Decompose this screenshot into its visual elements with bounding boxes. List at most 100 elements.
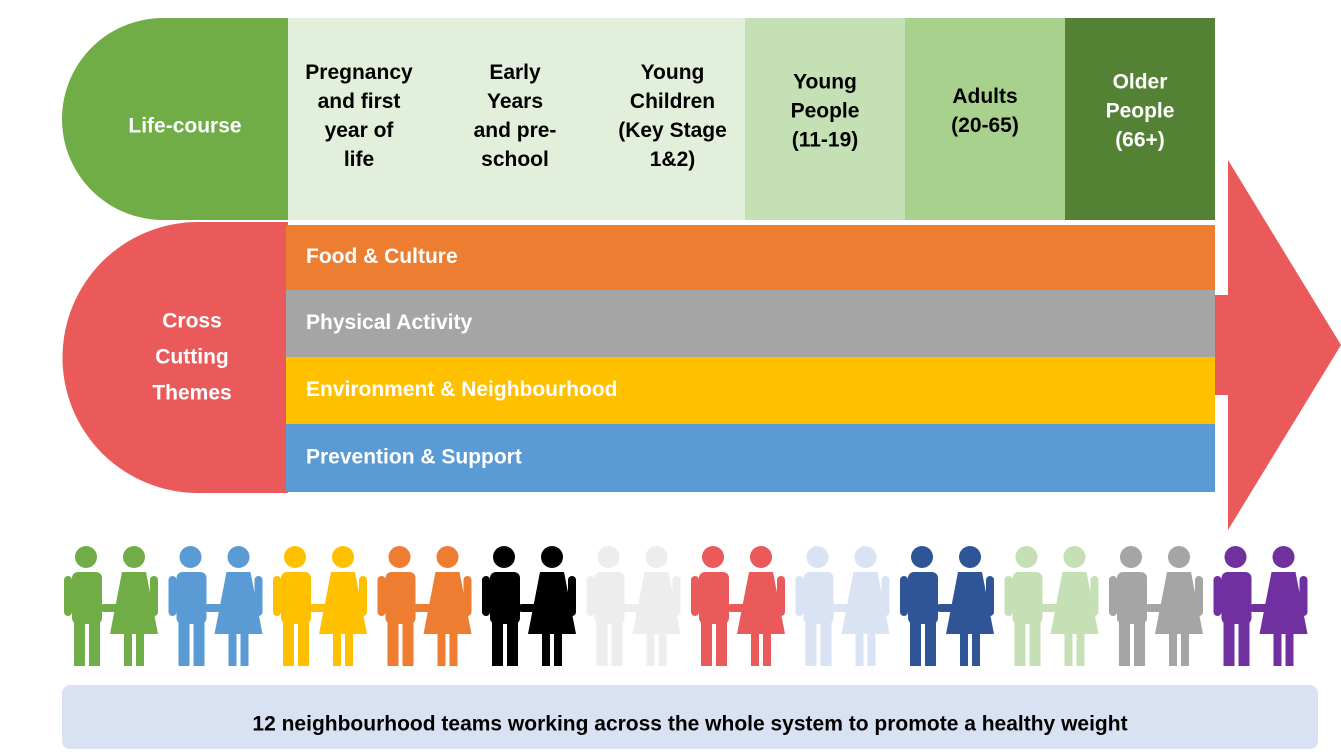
people-pair [586,546,681,666]
head [123,546,145,568]
people-pair [1109,546,1203,666]
body [176,572,207,624]
people-pair [1004,546,1099,666]
people-pair [273,546,367,666]
people-pair [795,546,890,666]
dress [737,572,785,634]
themes-label: Cross [162,310,222,333]
arm [1109,576,1117,616]
head [750,546,772,568]
leg [972,632,980,666]
themes-cap [62,222,288,493]
footer-box [62,685,1318,749]
head [179,546,202,568]
people-pair [64,546,158,666]
leg [805,616,817,666]
leg [658,632,667,666]
stage-cell [745,18,905,220]
arm [359,576,367,616]
people-pair [482,546,576,666]
arm [273,576,281,616]
leg [345,632,353,666]
arm [881,576,890,616]
head [388,546,411,568]
head [1168,546,1190,568]
leg [74,616,85,666]
head [436,546,459,568]
themes-label: Cutting [155,346,228,369]
footer-text: 12 neighbourhood teams working across th… [252,713,1127,736]
stage-label: (20-65) [951,114,1019,137]
body [281,572,311,624]
leg [228,632,237,666]
body [594,572,625,624]
lifecourse-cap [62,18,290,220]
theme-label: Environment & Neighbourhood [306,378,617,401]
people-pair [900,546,994,666]
leg [333,632,341,666]
lifecourse-label: Life-course [128,115,241,138]
arm [777,576,785,616]
arm [1299,576,1308,616]
leg [763,632,771,666]
stage-label: 1&2) [650,148,696,171]
leg [437,632,446,666]
stage-cell [600,18,745,220]
people-pair [691,546,785,666]
leg [716,616,727,666]
leg [402,616,414,666]
stage-label: Children [630,90,715,113]
leg [542,632,550,666]
leg [178,616,190,666]
arm [168,576,177,616]
head [597,546,620,568]
theme-label: Physical Activity [306,311,472,334]
leg [751,632,759,666]
arm [672,576,681,616]
arm [900,576,908,616]
stage-label: and pre- [474,119,557,142]
stage-cell [1065,18,1215,220]
arm [795,576,804,616]
leg [867,632,876,666]
head [1120,546,1142,568]
leg [701,616,712,666]
leg [193,616,205,666]
stage-label: Young [793,71,857,94]
body [490,572,520,624]
head [854,546,877,568]
leg [1181,632,1189,666]
body [803,572,834,624]
leg [240,632,249,666]
stage-cell [905,18,1065,220]
arm [1090,576,1099,616]
leg [1238,616,1250,666]
leg [611,616,623,666]
leg [1223,616,1235,666]
dress [528,572,576,634]
leg [855,632,864,666]
stage-cell [430,18,600,220]
theme-bar [286,225,1215,290]
stage-label: People [791,100,860,123]
stage-label: school [481,148,549,171]
head [911,546,933,568]
dress [632,572,681,634]
leg [1014,616,1026,666]
body [1012,572,1043,624]
leg [89,616,100,666]
arrow [1200,160,1341,530]
leg [1076,632,1085,666]
leg [298,616,309,666]
leg [1273,632,1282,666]
stage-label: life [344,148,374,171]
body [385,572,416,624]
leg [507,616,518,666]
stage-label: Pregnancy [305,61,413,84]
stage-label: (66+) [1115,129,1165,152]
head [1063,546,1086,568]
arm [64,576,72,616]
dress [110,572,158,634]
dress [1050,572,1099,634]
head [332,546,354,568]
